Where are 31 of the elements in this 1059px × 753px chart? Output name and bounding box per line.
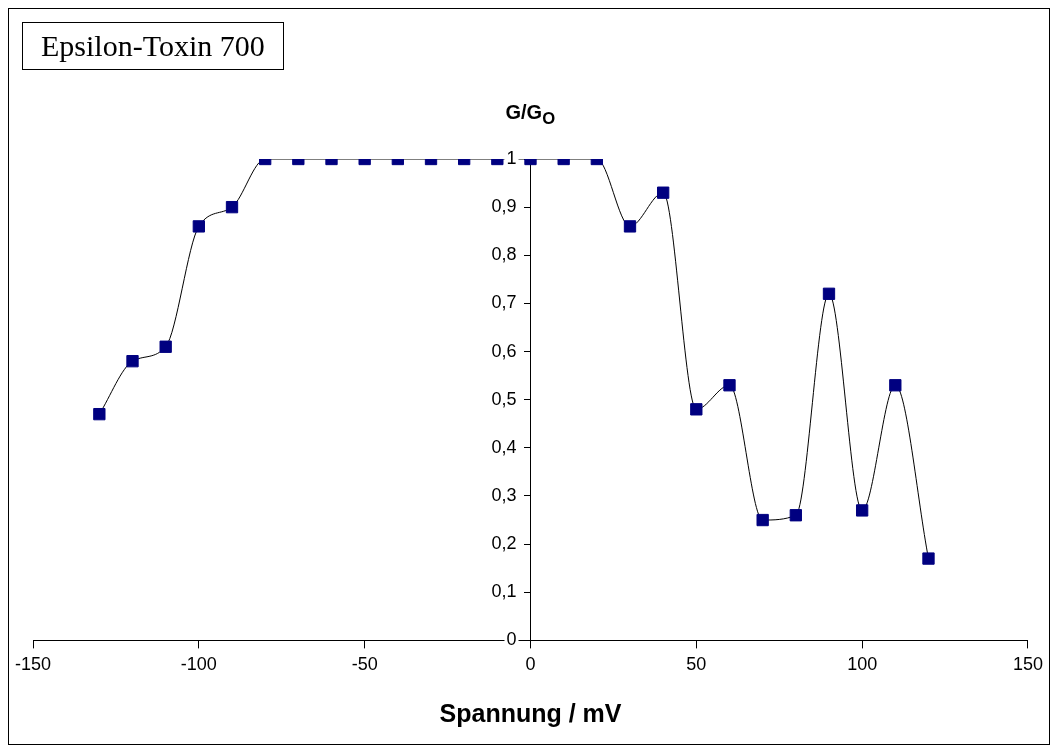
x-tick-label: -150 [15,654,52,675]
y-tick-label: 0,1 [491,581,517,602]
y-tick-label: 0,8 [491,244,517,265]
point [93,407,106,421]
x-tick-label: -100 [180,654,217,675]
point [856,504,869,517]
y-tick-label: 0,6 [491,340,517,361]
y-tick-label: 1 [506,147,517,168]
y-tick-label: 0,7 [491,292,517,313]
point [922,552,935,565]
y-tick-label: 0,3 [491,484,517,505]
x-axis-title: Spannung / mV [439,698,622,727]
y-axis-title: G/G$_{O}$ [505,101,556,129]
point [126,355,139,368]
x-tick-label: 50 [686,654,707,675]
point [789,509,802,522]
y-tick-label: 0,2 [491,533,517,554]
x-tick-label: 150 [1012,654,1044,675]
x-tick-label: 100 [847,654,878,675]
point [723,379,736,392]
point [159,340,172,353]
point [756,513,769,527]
x-tick-label: 0 [525,654,536,675]
point [690,403,703,416]
chart-title: Epsilon-Toxin 700 [22,22,284,70]
y-tick-label: 0 [506,629,517,650]
y-tick-label: 0,9 [491,196,517,217]
x-tick-label: -50 [351,654,378,675]
y-tick-label: 0,4 [491,436,517,457]
point [889,379,902,392]
y-tick-label: 0,5 [491,388,517,409]
